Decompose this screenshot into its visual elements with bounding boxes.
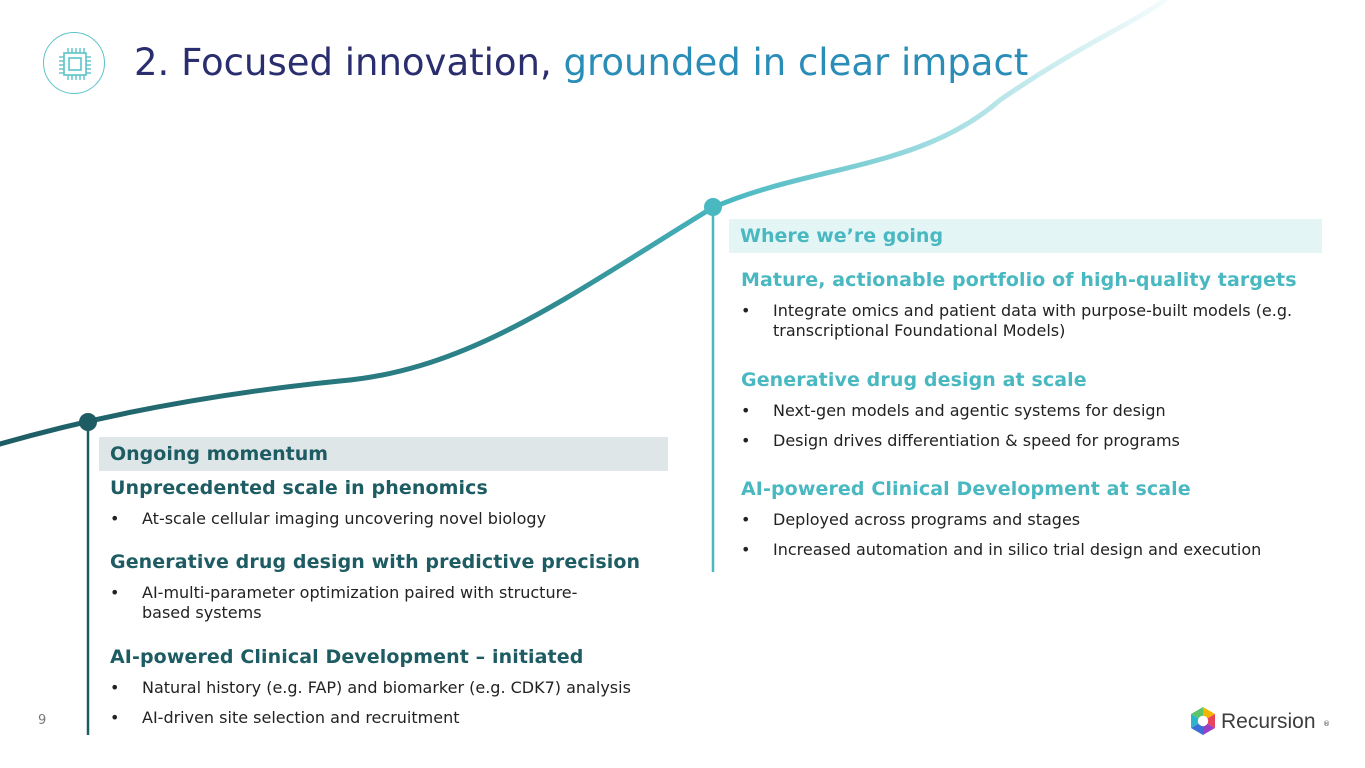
left-panel-header: Ongoing momentum [99,437,668,471]
bullet-text: Natural history (e.g. FAP) and biomarker… [142,678,631,697]
growth-curve-line [0,0,1168,447]
bullet-text: Design drives differentiation & speed fo… [773,431,1180,450]
left-section-title: Unprecedented scale in phenomics [110,477,488,499]
right-section-title: Generative drug design at scale [741,369,1087,391]
bullet-dot: • [741,401,751,420]
bullet-dot: • [110,509,120,528]
bullet-dot: • [741,301,751,320]
bullet-dot: • [110,678,120,697]
bullet-text: At-scale cellular imaging uncovering nov… [142,509,547,528]
cpu-chip-icon [43,32,105,94]
bullet-text: Deployed across programs and stages [773,510,1081,529]
right-panel-header: Where we’re going [729,219,1322,253]
page-title-part1: 2. Focused innovation, [134,41,564,84]
logo-text: Recursion [1221,710,1316,733]
right-milestone-dot [704,198,722,216]
bullet-dot: • [741,540,751,559]
recursion-logo: Recursion ® [1189,706,1339,738]
logo-registered-mark: ® [1323,720,1330,728]
bullet-dot: • [741,431,751,450]
bullet-text: AI-driven site selection and recruitment [142,708,460,727]
bullet-text: Integrate omics and patient data with pu… [773,301,1293,340]
left-section-title: Generative drug design with predictive p… [110,551,641,573]
page-title-part2: grounded in clear impact [563,41,1029,84]
left-section-title: AI-powered Clinical Development – initia… [110,646,584,668]
page-title: 2. Focused innovation, grounded in clear… [134,40,1028,86]
bullet-dot: • [110,708,120,727]
page-number: 9 [38,713,47,728]
bullet-text: Next-gen models and agentic systems for … [773,401,1166,420]
left-milestone-dot [79,413,97,431]
bullet-dot: • [741,510,751,529]
right-section-title: AI-powered Clinical Development at scale [741,478,1191,500]
recursion-hexagon-icon [1191,707,1215,735]
bullet-dot: • [110,583,120,602]
right-section-title: Mature, actionable portfolio of high-qua… [741,269,1297,291]
bullet-text: AI-multi-parameter optimization paired w… [142,583,578,622]
bullet-text: Increased automation and in silico trial… [773,540,1262,559]
